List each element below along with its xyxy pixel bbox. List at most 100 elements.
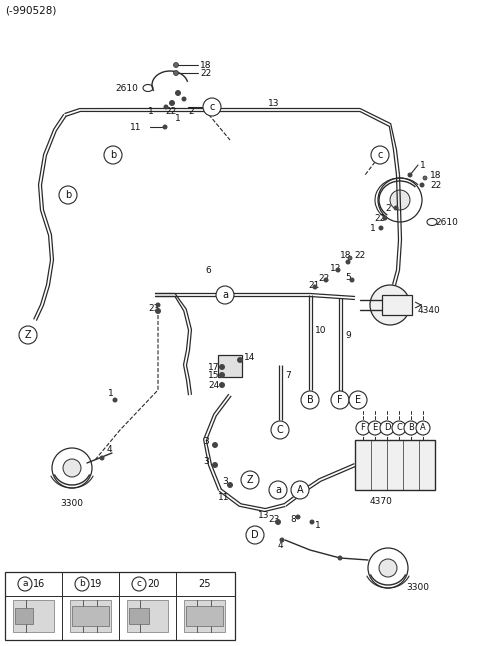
Circle shape [132,577,146,591]
Text: 13: 13 [258,510,269,519]
Circle shape [390,190,410,210]
Circle shape [269,481,287,499]
Circle shape [99,455,105,461]
Text: 2610: 2610 [435,218,458,227]
Text: D: D [251,530,259,540]
Text: 8: 8 [290,516,296,525]
Text: 22: 22 [318,273,329,282]
Circle shape [279,537,285,543]
Bar [70,600,111,632]
Circle shape [241,471,259,489]
Text: c: c [136,579,142,589]
Text: 10: 10 [315,326,326,335]
Text: 3: 3 [222,477,228,486]
Text: 4: 4 [107,446,113,455]
Circle shape [331,391,349,409]
Circle shape [216,286,234,304]
Text: 4370: 4370 [370,497,393,506]
Bar [5,572,235,640]
Text: 23: 23 [268,516,279,525]
Text: 13: 13 [268,98,279,107]
Circle shape [112,397,118,402]
Text: 1: 1 [148,107,154,116]
Circle shape [379,559,397,577]
Bar [72,606,109,626]
Circle shape [423,176,427,180]
Text: 25: 25 [198,579,210,589]
Circle shape [420,183,424,187]
Circle shape [348,256,352,260]
Text: C: C [276,425,283,435]
Circle shape [379,225,384,231]
Text: 15: 15 [208,371,219,379]
Bar [218,355,242,377]
Text: 23: 23 [148,304,159,313]
Text: 22: 22 [430,180,441,189]
Text: B: B [408,424,414,433]
Text: 24: 24 [208,380,219,390]
Text: b: b [79,579,85,589]
Circle shape [155,308,161,314]
Text: 2: 2 [188,107,193,116]
Circle shape [219,372,225,378]
Text: 18: 18 [340,251,351,260]
Circle shape [246,526,264,544]
Text: c: c [209,102,215,112]
Circle shape [383,216,387,220]
Text: 9: 9 [345,331,351,340]
Text: 20: 20 [147,579,159,589]
Text: 22: 22 [374,213,385,222]
Text: b: b [110,150,116,160]
Text: c: c [377,150,383,160]
Text: 11: 11 [130,123,142,132]
Circle shape [181,96,187,101]
Circle shape [203,98,221,116]
Circle shape [175,90,181,96]
Circle shape [301,391,319,409]
Circle shape [337,556,343,561]
Text: a: a [275,485,281,495]
Text: 7: 7 [285,371,291,379]
Bar [127,600,168,632]
Text: 3: 3 [203,437,209,446]
Text: 18: 18 [200,61,212,70]
Text: A: A [297,485,303,495]
Text: 1: 1 [108,388,114,397]
Text: 1: 1 [370,224,376,233]
Text: 17: 17 [208,362,219,371]
Circle shape [212,462,218,468]
Text: Z: Z [247,475,253,485]
Text: 21: 21 [308,280,319,289]
Bar [382,295,412,315]
Bar [186,606,223,626]
Circle shape [271,421,289,439]
Text: Z: Z [24,330,31,340]
Circle shape [75,577,89,591]
Bar [13,600,54,632]
Text: 5: 5 [345,273,351,282]
Bar [355,440,435,490]
Bar [129,608,149,624]
Circle shape [404,421,418,435]
Circle shape [392,421,406,435]
Circle shape [368,421,382,435]
Circle shape [212,442,218,448]
Circle shape [169,100,175,106]
Text: 14: 14 [244,353,255,362]
Text: 4340: 4340 [418,306,441,315]
Circle shape [346,260,350,264]
Circle shape [219,364,225,370]
Text: 3300: 3300 [60,499,83,508]
Text: 12: 12 [330,264,341,273]
Text: 18: 18 [430,171,442,180]
Circle shape [349,278,355,282]
Bar [15,608,33,624]
Circle shape [296,514,300,519]
Text: 22: 22 [165,107,176,116]
Circle shape [173,63,179,67]
Circle shape [219,382,225,388]
Text: 2610: 2610 [115,83,138,92]
Text: 2: 2 [385,203,391,213]
Text: E: E [355,395,361,405]
Bar [184,600,225,632]
